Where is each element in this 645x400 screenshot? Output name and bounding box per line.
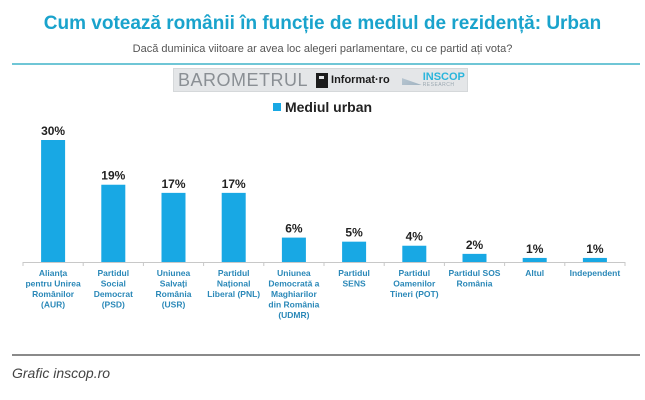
value-label-9: 1% <box>586 242 604 256</box>
category-label-line: Tineri (POT) <box>390 289 439 299</box>
bar-5 <box>342 241 367 262</box>
informat-logo-icon <box>316 72 329 88</box>
category-label-line: Oamenilor <box>393 279 436 289</box>
category-label-line: (USR) <box>162 300 186 310</box>
sponsor-logo-banner: BAROMETRUL Informat·ro INSCOP RESEARCH <box>173 68 468 92</box>
bars-group <box>41 140 607 262</box>
chart-title: Cum votează românii în funcție de mediul… <box>43 13 602 34</box>
category-label-line: Independent <box>570 268 621 278</box>
x-axis-group <box>22 262 626 266</box>
bar-9 <box>582 257 607 262</box>
bar-4 <box>281 237 306 262</box>
category-label-line: Liberal (PNL) <box>207 289 260 299</box>
value-label-5: 5% <box>345 226 363 240</box>
value-label-6: 4% <box>406 230 424 244</box>
inscop-logo: INSCOP RESEARCH <box>423 72 465 88</box>
category-label-line: Național <box>217 279 251 289</box>
category-label-3: Partidul Național Liberal (PNL) <box>207 268 260 299</box>
category-label-line: Salvați <box>160 279 187 289</box>
value-label-4: 6% <box>285 222 303 236</box>
category-label-line: Alianța <box>39 268 68 278</box>
category-label-line: Social <box>101 279 126 289</box>
category-labels-group: Alianța pentru Unirea Românilor (AUR) Partid… <box>25 268 620 320</box>
category-label-6: Partidul Oamenilor Tineri (POT) <box>390 268 439 299</box>
category-label-line: România <box>457 279 493 289</box>
category-label-7: Partidul SOS România <box>449 268 501 289</box>
category-label-line: Partidul SOS <box>449 268 501 278</box>
category-label-0: Alianța pentru Unirea Românilor (AUR) <box>25 268 81 310</box>
category-label-line: SENS <box>343 279 366 289</box>
category-label-line: Partidul <box>97 268 129 278</box>
footer-divider <box>12 354 640 356</box>
bar-1 <box>101 184 126 262</box>
informat-logo: Informat·ro <box>331 74 390 86</box>
value-labels-group: 30% 19% 17% 17% 6% 5% 4% 2% 1% 1% <box>41 124 604 256</box>
category-label-4: Uniunea Democrată a Maghiarilor din România… <box>268 268 319 320</box>
bar-8 <box>522 257 547 262</box>
category-label-line: Românilor <box>32 289 75 299</box>
category-label-2: Uniunea Salvați România (USR) <box>156 268 192 310</box>
category-label-line: Uniunea <box>157 268 191 278</box>
category-label-line: pentru Unirea <box>25 279 81 289</box>
category-label-line: (AUR) <box>41 300 65 310</box>
chart-legend: Mediul urban <box>0 99 645 115</box>
category-label-line: România <box>156 289 192 299</box>
bar-7 <box>462 253 487 262</box>
barometrul-logo: BAROMETRUL <box>178 69 309 90</box>
category-label-line: Partidul <box>218 268 250 278</box>
value-label-2: 17% <box>161 177 185 191</box>
category-label-line: Altul <box>525 268 544 278</box>
category-label-line: din România <box>268 300 319 310</box>
bar-3 <box>221 192 246 262</box>
inscop-logo-subtext: RESEARCH <box>422 82 455 88</box>
inscop-logo-text: INSCOP <box>422 71 465 83</box>
category-label-line: Democrat <box>94 289 133 299</box>
chart-subtitle: Dacă duminica viitoare ar avea loc alege… <box>132 43 513 55</box>
category-label-line: Democrată a <box>268 279 319 289</box>
value-label-3: 17% <box>222 177 246 191</box>
category-label-8: Altul <box>525 268 544 278</box>
category-label-line: Partidul <box>338 268 370 278</box>
category-label-line: (UDMR) <box>278 310 309 320</box>
category-label-line: Uniunea <box>277 268 311 278</box>
legend-swatch-mediul-urban <box>272 103 281 111</box>
bar-2 <box>161 192 186 262</box>
category-label-line: Partidul <box>398 268 430 278</box>
category-label-line: Maghiarilor <box>271 289 318 299</box>
category-label-1: Partidul Social Democrat (PSD) <box>94 268 133 310</box>
value-label-8: 1% <box>526 242 544 256</box>
bar-6 <box>402 245 427 262</box>
inscop-logo-icon <box>401 78 422 85</box>
legend-label-mediul-urban: Mediul urban <box>284 99 373 115</box>
value-label-1: 19% <box>101 169 125 183</box>
bar-0 <box>41 140 66 262</box>
value-label-7: 2% <box>466 238 484 252</box>
value-label-0: 30% <box>41 124 65 138</box>
category-label-line: (PSD) <box>102 300 125 310</box>
title-divider <box>12 63 640 65</box>
category-label-9: Independent <box>570 268 621 278</box>
source-credit: Grafic inscop.ro <box>12 365 111 381</box>
category-label-5: Partidul SENS <box>338 268 370 289</box>
